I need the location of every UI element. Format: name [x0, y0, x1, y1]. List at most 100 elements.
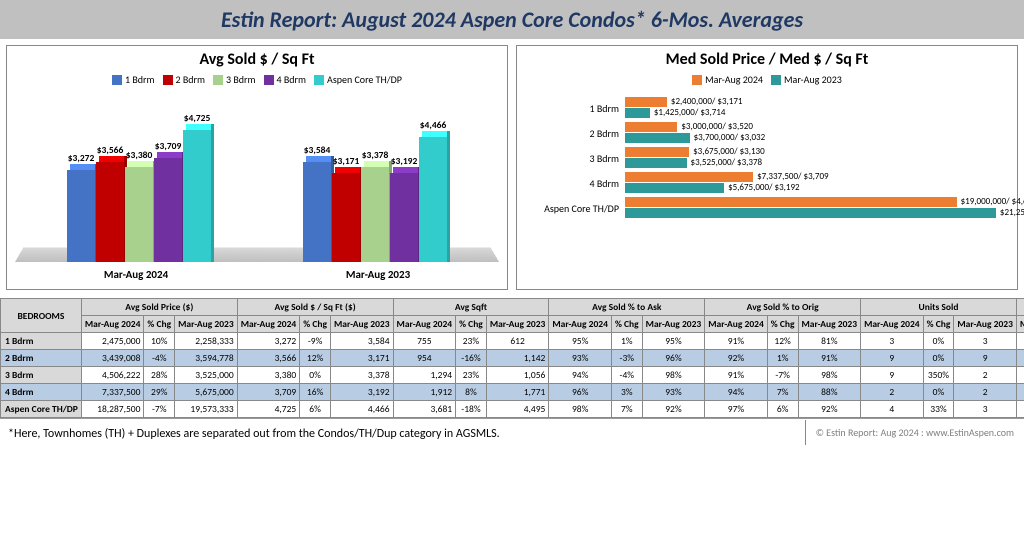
cell: 3,272: [237, 333, 300, 350]
bar: $3,709: [154, 158, 182, 262]
cell: 96%: [549, 384, 612, 401]
cell: 19,573,333: [175, 401, 238, 418]
cell: 6%: [767, 401, 798, 418]
hbar-row: Aspen Core TH/DP $19,000,000/ $4,600 $21…: [525, 196, 1009, 220]
bar: $4,725: [183, 130, 211, 262]
cell: 88%: [798, 384, 861, 401]
legend-item: Mar-Aug 2023: [771, 73, 842, 86]
row-header: 4 Bdrm: [1, 384, 82, 401]
x-category-label: Mar-Aug 2023: [346, 268, 410, 281]
table-body: 1 Bdrm2,475,00010%2,258,3333,272-9%3,584…: [1, 333, 1024, 418]
col-group: Avg Sold Price ($): [81, 299, 237, 316]
col-header: % Chg: [456, 316, 487, 333]
legend-swatch: [163, 75, 173, 85]
page-title: Estin Report: August 2024 Aspen Core Con…: [0, 6, 1024, 33]
hbar: $19,000,000/ $4,600: [625, 197, 957, 207]
cell: 4,466: [330, 401, 393, 418]
cell: 3,566: [237, 350, 300, 367]
cell: 3%: [611, 384, 642, 401]
hbar-track: $7,337,500/ $3,709 $5,675,000/ $3,192: [625, 171, 1009, 195]
cell: 1,912: [393, 384, 456, 401]
row-header: 3 Bdrm: [1, 367, 82, 384]
bar-value-label: $3,378: [362, 149, 389, 161]
cell: 1%: [611, 333, 642, 350]
cell: 612: [486, 333, 549, 350]
cell: 91%: [798, 350, 861, 367]
chart2-title: Med Sold Price / Med $ / Sq Ft: [525, 50, 1009, 69]
col-header: Mar-Aug 2023: [642, 316, 705, 333]
chart1-title: Avg Sold $ / Sq Ft: [15, 50, 499, 69]
cell: 954: [393, 350, 456, 367]
cell: $ 40,556,000: [1016, 367, 1024, 384]
col-header: Mar-Aug 2024: [861, 316, 924, 333]
cell: 93%: [642, 384, 705, 401]
title-bar: Estin Report: August 2024 Aspen Core Con…: [0, 0, 1024, 39]
legend-label: 4 Bdrm: [277, 73, 307, 86]
cell: 2,475,000: [81, 333, 144, 350]
chart2-legend: Mar-Aug 2024Mar-Aug 2023: [525, 73, 1009, 86]
hbar: $1,425,000/ $3,714: [625, 108, 650, 118]
cell: 5,675,000: [175, 384, 238, 401]
hbar-category: Aspen Core TH/DP: [525, 202, 625, 215]
table-row: 2 Bdrm3,439,008-4%3,594,7783,56612%3,171…: [1, 350, 1024, 367]
cell: 7%: [767, 384, 798, 401]
hbar-label: $5,675,000/ $3,192: [728, 182, 800, 193]
cell: $ 30,951,075: [1016, 350, 1024, 367]
bar-value-label: $3,272: [68, 152, 95, 164]
hbar: $3,000,000/ $3,520: [625, 122, 677, 132]
cell: 3: [861, 333, 924, 350]
table-row: 4 Bdrm7,337,50029%5,675,0003,70916%3,192…: [1, 384, 1024, 401]
col-header: % Chg: [923, 316, 954, 333]
footnote: *Here, Townhomes (TH) + Duplexes are sep…: [0, 423, 805, 445]
chart1-plot: $3,272 $3,566 $3,380 $3,709 $4,725 $3,58…: [15, 92, 499, 262]
cell: 96%: [642, 350, 705, 367]
col-header: % Chg: [767, 316, 798, 333]
cell: 2: [954, 384, 1017, 401]
legend-label: 1 Bdrm: [125, 73, 155, 86]
cell: -4%: [144, 350, 175, 367]
cell: 755: [393, 333, 456, 350]
legend-label: 2 Bdrm: [176, 73, 206, 86]
bar-value-label: $3,192: [391, 155, 418, 167]
chart-avg-sold-sqft: Avg Sold $ / Sq Ft 1 Bdrm2 Bdrm3 Bdrm4 B…: [6, 45, 508, 290]
hbar-category: 1 Bdrm: [525, 102, 625, 115]
col-header: Mar-Aug 2024: [705, 316, 768, 333]
col-header: % Chg: [300, 316, 331, 333]
cell: 3,594,778: [175, 350, 238, 367]
bar-group: $3,584 $3,171 $3,378 $3,192 $4,466: [303, 137, 447, 262]
cell: 2: [861, 384, 924, 401]
chart1-legend: 1 Bdrm2 Bdrm3 Bdrm4 BdrmAspen Core TH/DP: [15, 73, 499, 86]
cell: 4: [861, 401, 924, 418]
hbar: $3,675,000/ $3,130: [625, 147, 689, 157]
x-category-label: Mar-Aug 2024: [104, 268, 168, 281]
footer-row: *Here, Townhomes (TH) + Duplexes are sep…: [0, 418, 1024, 445]
cell: -7%: [767, 367, 798, 384]
bar-group: $3,272 $3,566 $3,380 $3,709 $4,725: [67, 130, 211, 262]
cell: 91%: [705, 333, 768, 350]
cell: 12%: [300, 350, 331, 367]
legend-swatch: [771, 75, 781, 85]
cell: 4,495: [486, 401, 549, 418]
cell: 9: [861, 367, 924, 384]
cell: 28%: [144, 367, 175, 384]
cell: -16%: [456, 350, 487, 367]
cell: 91%: [705, 367, 768, 384]
hbar-row: 2 Bdrm $3,000,000/ $3,520 $3,700,000/ $3…: [525, 121, 1009, 145]
hbar-category: 3 Bdrm: [525, 152, 625, 165]
bar: $3,192: [390, 173, 418, 262]
cell: 92%: [642, 401, 705, 418]
cell: 3,681: [393, 401, 456, 418]
hbar-label: $3,675,000/ $3,130: [693, 146, 765, 157]
legend-swatch: [112, 75, 122, 85]
row-header: 2 Bdrm: [1, 350, 82, 367]
table-head: BEDROOMSAvg Sold Price ($)Avg Sold $ / S…: [1, 299, 1024, 333]
cell: 1,056: [486, 367, 549, 384]
cell: 23%: [456, 367, 487, 384]
hbar-row: 4 Bdrm $7,337,500/ $3,709 $5,675,000/ $3…: [525, 171, 1009, 195]
data-table: BEDROOMSAvg Sold Price ($)Avg Sold $ / S…: [0, 298, 1024, 418]
cell: 3,584: [330, 333, 393, 350]
bar: $3,566: [96, 162, 124, 262]
cell: 350%: [923, 367, 954, 384]
cell: 94%: [549, 367, 612, 384]
hbar-track: $3,675,000/ $3,130 $3,525,000/ $3,378: [625, 146, 1009, 170]
